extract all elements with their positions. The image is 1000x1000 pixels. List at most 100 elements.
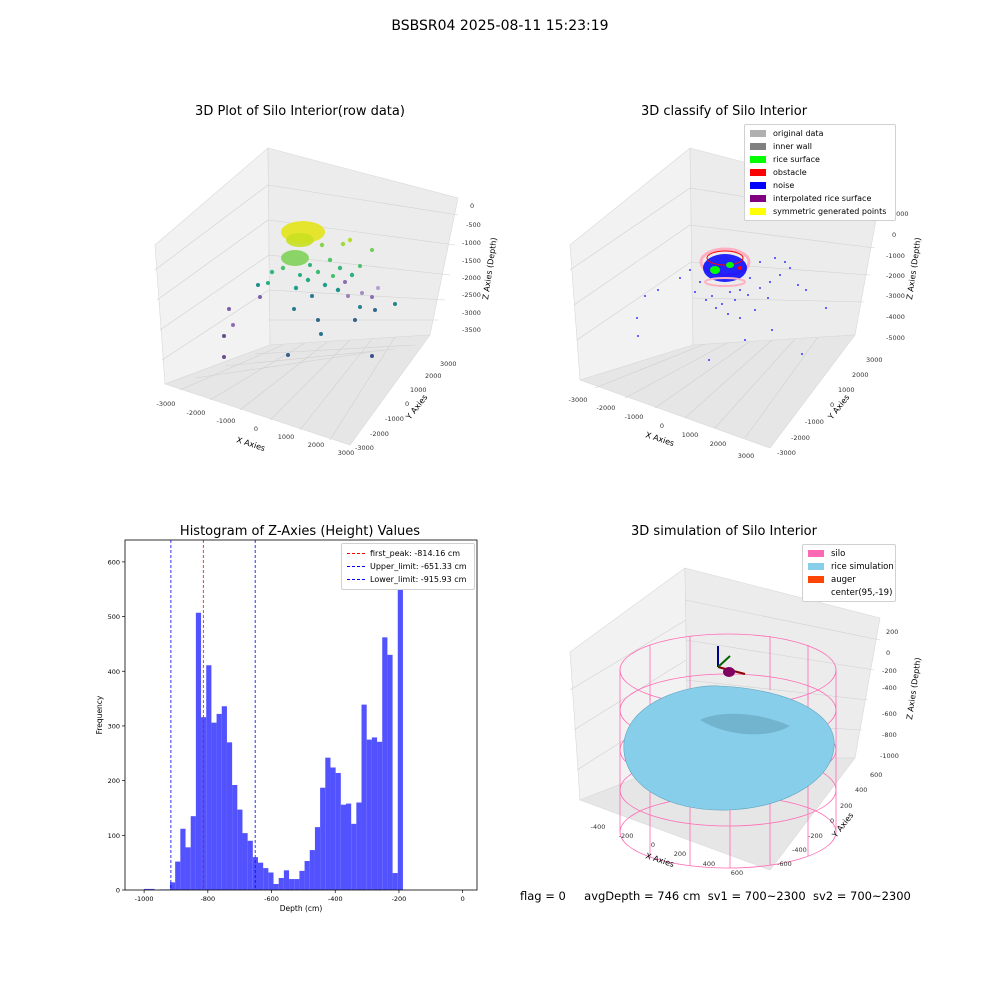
panel1-xlabel: X Axies: [235, 435, 266, 453]
histogram-legend: first_peak: -814.16 cm Upper_limit: -651.…: [341, 543, 475, 590]
x-tick: -3000: [569, 396, 588, 404]
x-tick: 400: [703, 860, 715, 868]
legend-swatch: [347, 579, 365, 580]
panel1-title: 3D Plot of Silo Interior(row data): [195, 104, 405, 119]
histogram-bar: [283, 870, 290, 890]
y-tick: -2000: [370, 430, 389, 438]
z-tick: 0: [892, 231, 896, 239]
histogram-bar: [190, 816, 196, 890]
histogram-bar: [211, 722, 217, 890]
panel2-silo-cluster: [699, 247, 751, 287]
panel1-panes: [154, 147, 459, 446]
legend-label: obstacle: [773, 168, 807, 177]
z-tick: -5000: [886, 334, 905, 342]
y-tick: -400: [792, 846, 807, 854]
legend-swatch: [750, 195, 766, 202]
z-tick: -500: [466, 221, 481, 229]
histogram-bar: [216, 713, 222, 890]
histogram-bar: [304, 861, 310, 890]
legend-swatch: [750, 208, 766, 215]
panel4-z-ticks: 200 0 -200 -400 -600 -800 -1000: [880, 628, 899, 760]
histogram-xlabel: Depth (cm): [280, 904, 323, 913]
y-tick: 2000: [425, 372, 442, 380]
figure-title: BSBSR04 2025-08-11 15:23:19: [391, 18, 609, 34]
histogram-bar: [175, 861, 181, 890]
y-tick: 1000: [838, 386, 855, 394]
histogram-bar: [237, 809, 243, 890]
legend-label: Upper_limit: -651.33 cm: [370, 562, 467, 571]
histogram-bar: [299, 870, 305, 890]
legend-label: symmetric generated points: [773, 207, 887, 216]
legend-swatch: [750, 169, 766, 176]
histogram-bar: [226, 742, 233, 890]
panel4-xlabel: X Axies: [644, 851, 675, 869]
z-tick: -4000: [886, 313, 905, 321]
legend-swatch: [750, 143, 766, 150]
x-tick: 0: [660, 422, 664, 430]
legend-item: center(95,-19): [803, 586, 895, 599]
flag-text: flag = 0: [520, 889, 566, 903]
z-tick: -1000: [462, 239, 481, 247]
y-tick: 0: [830, 401, 834, 409]
x-tick: 3000: [338, 449, 355, 457]
histogram-bar: [371, 737, 378, 890]
panel2-noise: [636, 257, 827, 361]
histogram-chart: -1000 -800 -600 -400 -200 0 0 100 200 300 400 500 60…: [95, 539, 478, 913]
panel4-3d-plot: -400 -200 0 200 400 600 X Axies -600 -40…: [569, 567, 923, 875]
x-tick: 600: [731, 869, 743, 875]
x-tick: -2000: [597, 404, 616, 412]
x-tick: 200: [674, 850, 686, 858]
panel2-y-ticks: -3000 -2000 -1000 0 1000 2000 3000: [777, 356, 883, 457]
legend-label: rice simulation: [831, 561, 894, 572]
z-tick: -400: [882, 684, 897, 692]
x-tick: -1000: [625, 413, 644, 421]
x-tick: 3000: [738, 452, 755, 460]
legend-label: Lower_limit: -915.93 cm: [370, 575, 467, 584]
histogram-bar: [278, 877, 284, 890]
x-tick: -3000: [157, 400, 176, 408]
legend-label: original data: [773, 129, 824, 138]
histogram-bar: [314, 827, 321, 890]
panel1-x-ticks: -3000 -2000 -1000 0 1000 2000 3000: [157, 400, 355, 457]
histogram-bar: [169, 882, 176, 890]
panel4-rice-surface: [623, 685, 835, 811]
panel2-title: 3D classify of Silo Interior: [640, 104, 808, 119]
histogram-bar: [185, 847, 191, 890]
histogram-title: Histogram of Z-Axies (Height) Values: [179, 524, 421, 539]
legend-item: Upper_limit: -651.33 cm: [342, 560, 474, 573]
panel2-3d-plot: -3000 -2000 -1000 0 1000 2000 3000 X Axi…: [569, 147, 923, 460]
histogram-bar: [247, 840, 253, 890]
y-tick-label: 500: [108, 613, 120, 621]
panel2-z-ticks: 1000 0 -1000 -2000 -3000 -4000 -5000: [886, 210, 909, 342]
x-tick-label: -1000: [135, 895, 154, 903]
z-tick: -800: [882, 731, 897, 739]
histogram-bar: [320, 787, 326, 890]
histogram-bar: [382, 637, 388, 890]
legend-item: interpolated rice surface: [745, 192, 895, 205]
histogram-bar: [289, 879, 295, 890]
y-tick-label: 400: [108, 668, 120, 676]
histogram-bar: [221, 706, 227, 890]
histogram-bar: [377, 741, 383, 890]
histogram-bar: [144, 888, 150, 890]
histogram-bar: [356, 802, 362, 890]
histogram-bar: [232, 785, 238, 890]
x-tick: -400: [591, 823, 606, 831]
legend-item: noise: [745, 179, 895, 192]
legend-item: auger: [803, 573, 895, 586]
y-tick: -200: [808, 832, 823, 840]
y-tick: -1000: [805, 418, 824, 426]
legend-label: interpolated rice surface: [773, 194, 872, 203]
histogram-bar: [392, 873, 398, 890]
y-tick-label: 100: [108, 832, 120, 840]
histogram-bar: [325, 757, 331, 890]
legend-swatch: [808, 589, 824, 596]
y-tick: -3000: [355, 444, 374, 452]
x-tick-label: -200: [392, 895, 407, 903]
panel1-3d-plot: -3000 -2000 -1000 0 1000 2000 3000 X Axi…: [154, 147, 499, 457]
z-tick: 200: [886, 628, 898, 636]
x-tick-label: 0: [461, 895, 465, 903]
sv2-text: sv2 = 700~2300: [812, 889, 911, 903]
legend-label: rice surface: [773, 155, 820, 164]
panel2-x-ticks: -3000 -2000 -1000 0 1000 2000 3000: [569, 396, 755, 460]
